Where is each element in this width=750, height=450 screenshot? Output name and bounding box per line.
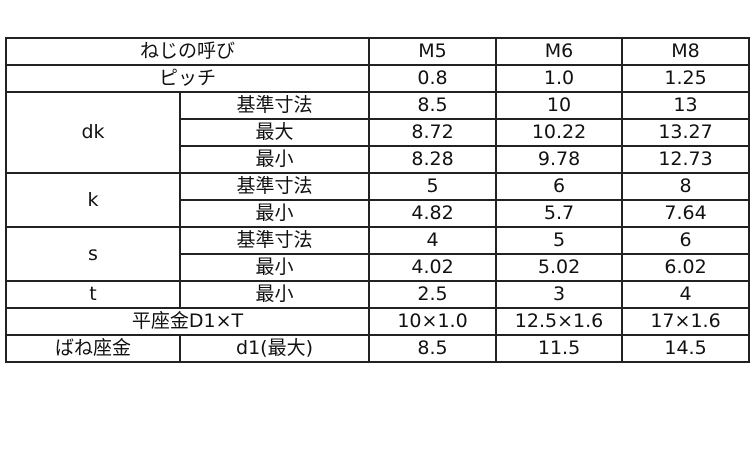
cell: 5.02 <box>495 253 624 282</box>
table-row: ねじの呼び M5 M6 M8 <box>4 37 750 66</box>
table-row: t 最小 2.5 3 4 <box>5 280 750 309</box>
s-label: s <box>5 226 181 282</box>
sub-label: 最小 <box>178 199 371 228</box>
dk-label: dk <box>5 91 181 174</box>
sub-label: d1(最大) <box>178 334 371 363</box>
cell: 10.22 <box>495 118 624 147</box>
size-m6: M6 <box>495 37 624 66</box>
sub-label: 基準寸法 <box>178 172 371 201</box>
cell: 8.5 <box>368 334 498 363</box>
cell: 1.0 <box>495 64 624 93</box>
table-row: 平座金D1×T 10×1.0 12.5×1.6 17×1.6 <box>4 307 750 336</box>
cell: 6.02 <box>621 253 750 282</box>
cell: 4 <box>621 280 750 309</box>
cell: 17×1.6 <box>621 307 750 336</box>
sub-label: 基準寸法 <box>178 91 371 120</box>
cell: 8.72 <box>368 118 498 147</box>
sub-label: 最小 <box>178 280 371 309</box>
k-label: k <box>5 172 181 228</box>
spring-washer-label: ばね座金 <box>5 334 181 363</box>
cell: 8 <box>621 172 750 201</box>
cell: 4 <box>368 226 498 255</box>
flat-washer-label: 平座金D1×T <box>4 307 371 336</box>
cell: 5 <box>495 226 624 255</box>
cell: 11.5 <box>495 334 624 363</box>
table-row: dk 基準寸法 8.5 10 13 <box>5 91 750 174</box>
cell: 4.82 <box>368 199 498 228</box>
cell: 8.28 <box>368 145 498 174</box>
cell: 5.7 <box>495 199 624 228</box>
table-row: 最小 4.02 5.02 6.02 <box>6 253 750 282</box>
cell: 12.73 <box>621 145 750 174</box>
cell: 5 <box>368 172 498 201</box>
cell: 3 <box>495 280 624 309</box>
table-row: s 基準寸法 4 5 6 <box>5 226 750 282</box>
sub-label: 最小 <box>178 253 371 282</box>
cell: 12.5×1.6 <box>495 307 624 336</box>
cell: 6 <box>621 226 750 255</box>
cell: 2.5 <box>368 280 498 309</box>
header-label: ねじの呼び <box>4 37 371 66</box>
cell: 14.5 <box>621 334 750 363</box>
table-row: 最大 8.72 10.22 13.27 <box>6 118 750 147</box>
cell: 10 <box>495 91 624 120</box>
table-row: 最小 8.28 9.78 12.73 <box>6 145 750 174</box>
cell: 13.27 <box>621 118 750 147</box>
t-label: t <box>5 280 181 309</box>
cell: 4.02 <box>368 253 498 282</box>
cell: 6 <box>495 172 624 201</box>
cell: 13 <box>621 91 750 120</box>
size-m8: M8 <box>621 37 750 66</box>
table-row: ピッチ 0.8 1.0 1.25 <box>4 64 750 93</box>
screw-spec-table: ねじの呼び M5 M6 M8 ピッチ 0.8 1.0 1.25 dk 基準寸法 … <box>4 37 750 363</box>
cell: 1.25 <box>621 64 750 93</box>
cell: 0.8 <box>368 64 498 93</box>
cell: 7.64 <box>621 199 750 228</box>
cell: 10×1.0 <box>368 307 498 336</box>
cell: 9.78 <box>495 145 624 174</box>
size-m5: M5 <box>368 37 498 66</box>
sub-label: 基準寸法 <box>178 226 371 255</box>
table-row: 最小 4.82 5.7 7.64 <box>6 199 750 228</box>
pitch-label: ピッチ <box>4 64 371 93</box>
sub-label: 最小 <box>178 145 371 174</box>
table-row: k 基準寸法 5 6 8 <box>5 172 750 228</box>
table-row: ばね座金 d1(最大) 8.5 11.5 14.5 <box>5 334 750 363</box>
cell: 8.5 <box>368 91 498 120</box>
sub-label: 最大 <box>178 118 371 147</box>
